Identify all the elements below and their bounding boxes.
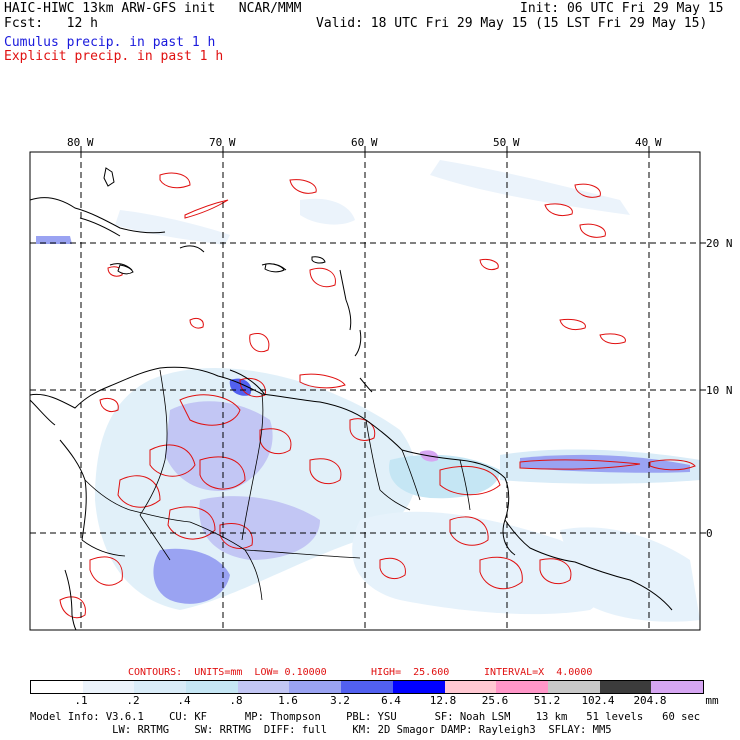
model-info-line-1: Model Info: V3.6.1 CU: KF MP: Thompson P…	[30, 711, 701, 723]
legend-swatch	[31, 681, 83, 693]
model-info-line-2: LW: RRTMG SW: RRTMG DIFF: full KM: 2D Sm…	[30, 724, 612, 736]
tick-marks	[80, 146, 706, 534]
legend-swatch	[134, 681, 187, 693]
legend-label: .2	[126, 694, 140, 707]
legend-swatch	[444, 681, 497, 693]
legend-label: 25.6	[481, 694, 509, 707]
cumulus-precip-title: Cumulus precip. in past 1 h	[4, 35, 216, 50]
legend-swatch	[341, 681, 393, 693]
lat-label-0: 0	[706, 527, 713, 540]
precip-contours	[59, 172, 696, 619]
title-left: HAIC-HIWC 13km ARW-GFS init NCAR/MMM	[4, 1, 302, 16]
legend-swatch	[186, 681, 238, 693]
forecast-hour: Fcst: 12 h	[4, 16, 98, 31]
legend-label: 6.4	[381, 694, 401, 707]
init-time: Init: 06 UTC Fri 29 May 15	[520, 1, 724, 16]
legend-label: 204.8	[633, 694, 667, 707]
islands	[103, 167, 326, 275]
legend-swatch	[82, 681, 135, 693]
legend-swatch	[237, 681, 290, 693]
valid-time: Valid: 18 UTC Fri 29 May 15 (15 LST Fri …	[316, 16, 708, 31]
legend-label: 102.4	[581, 694, 615, 707]
legend-swatch	[496, 681, 548, 693]
contours-interval: INTERVAL=X 4.0000	[484, 667, 593, 678]
color-legend	[30, 680, 704, 694]
coastlines	[29, 197, 673, 631]
legend-swatch	[651, 681, 703, 693]
legend-swatch	[599, 681, 652, 693]
lon-label-80w: 80 W	[67, 136, 94, 149]
legend-unit: mm	[705, 694, 719, 707]
map-frame	[29, 151, 701, 631]
lon-label-70w: 70 W	[209, 136, 236, 149]
legend-label: 12.8	[429, 694, 457, 707]
lon-label-50w: 50 W	[493, 136, 520, 149]
lon-label-60w: 60 W	[351, 136, 378, 149]
lat-label-20n: 20 N	[706, 237, 733, 250]
legend-label: .8	[229, 694, 243, 707]
legend-swatch	[547, 681, 600, 693]
country-borders	[81, 369, 471, 601]
legend-label: 1.6	[278, 694, 298, 707]
contours-label: CONTOURS: UNITS=mm LOW= 0.10000	[128, 667, 327, 678]
legend-swatch	[289, 681, 342, 693]
legend-swatch	[392, 681, 445, 693]
legend-label: .1	[74, 694, 88, 707]
contours-high: HIGH= 25.600	[371, 667, 450, 678]
explicit-precip-title: Explicit precip. in past 1 h	[4, 49, 224, 64]
grid-lines	[30, 152, 700, 630]
lon-label-40w: 40 W	[635, 136, 662, 149]
lat-label-10n: 10 N	[706, 384, 733, 397]
precip-shading	[36, 160, 700, 622]
legend-label: .4	[177, 694, 191, 707]
legend-label: 51.2	[533, 694, 561, 707]
legend-label: 3.2	[330, 694, 350, 707]
